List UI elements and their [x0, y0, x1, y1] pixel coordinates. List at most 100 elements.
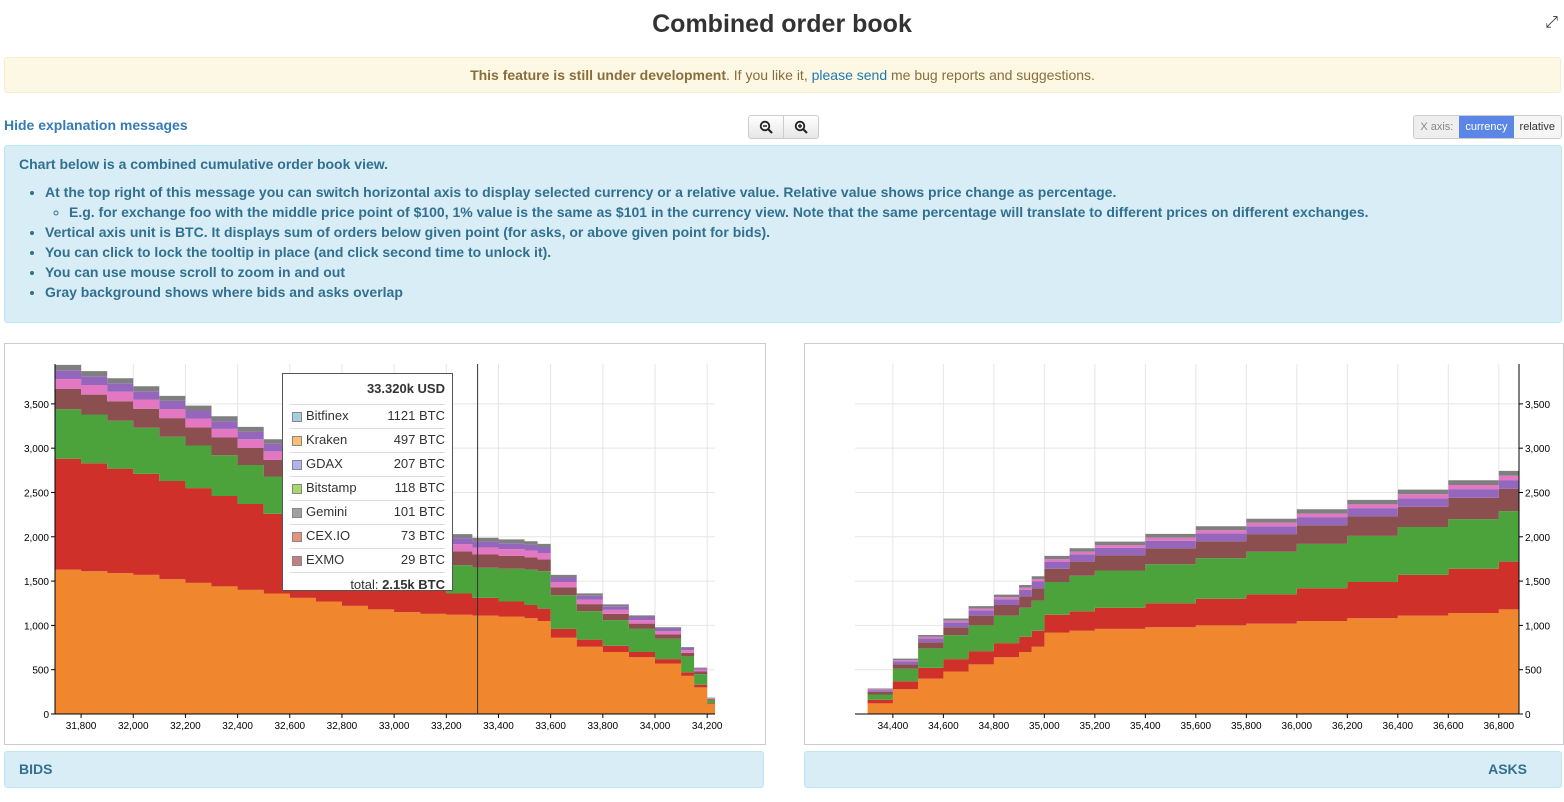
- x-tick-label: 36,000: [1282, 721, 1313, 732]
- asks-label-bar: ASKS: [804, 751, 1562, 788]
- explanation-item: Vertical axis unit is BTC. It displays s…: [45, 222, 1547, 242]
- tooltip-row: EXMO 29 BTC: [290, 549, 445, 573]
- x-tick-label: 32,800: [327, 721, 358, 732]
- send-feedback-link[interactable]: please send: [811, 67, 888, 83]
- tooltip-exchange-value: 29 BTC: [400, 552, 445, 567]
- tooltip-exchange-value: 1121 BTC: [387, 408, 445, 423]
- x-tick-label: 32,000: [118, 721, 149, 732]
- x-tick-label: 34,600: [928, 721, 959, 732]
- tooltip-header: 33.320k USD: [290, 374, 445, 405]
- x-tick-label: 36,200: [1332, 721, 1363, 732]
- tooltip-row: Kraken 497 BTC: [290, 429, 445, 453]
- explanation-subitem: E.g. for exchange foo with the middle pr…: [69, 202, 1547, 222]
- x-tick-label: 35,800: [1231, 721, 1262, 732]
- x-axis-label: X axis:: [1414, 116, 1460, 138]
- y-tick-label: 500: [32, 666, 49, 677]
- tooltip-exchange-value: 118 BTC: [394, 480, 445, 495]
- tooltip-row: GDAX 207 BTC: [290, 453, 445, 477]
- tooltip-swatch: [292, 532, 302, 542]
- bids-label: BIDS: [19, 761, 53, 777]
- x-tick-label: 31,800: [66, 721, 97, 732]
- tooltip-exchange-name: Bitstamp: [306, 480, 357, 495]
- development-alert: This feature is still under development.…: [4, 57, 1561, 93]
- tooltip-exchange-value: 207 BTC: [393, 456, 445, 471]
- explanation-item: Gray background shows where bids and ask…: [45, 282, 1547, 302]
- hide-explanation-link[interactable]: Hide explanation messages: [4, 117, 188, 133]
- tooltip-exchange-name: CEX.IO: [306, 528, 351, 543]
- x-tick-label: 33,400: [483, 721, 514, 732]
- series-area-bitfinex: [855, 607, 1519, 714]
- zoom-out-button[interactable]: [749, 116, 783, 138]
- tooltip-exchange-value: 101 BTC: [393, 504, 445, 519]
- series-area-bitfinex: [55, 569, 715, 714]
- x-tick-label: 32,400: [222, 721, 253, 732]
- y-tick-label: 2,000: [24, 533, 49, 544]
- asks-chart-panel[interactable]: 34,400 34,600 34,800 35,000 35,200 35,400 35,6…: [804, 343, 1564, 745]
- explanation-list: At the top right of this message you can…: [19, 182, 1547, 302]
- tooltip-swatch: [292, 556, 302, 566]
- explanation-item: You can use mouse scroll to zoom in and …: [45, 262, 1547, 282]
- y-tick-label: 1,500: [24, 577, 49, 588]
- tooltip-exchange-name: Kraken: [306, 432, 348, 447]
- y-tick-label: 3,500: [1525, 400, 1550, 411]
- zoom-controls: [748, 115, 819, 139]
- tooltip-total: total: 2.15k BTC: [350, 577, 445, 592]
- tooltip-exchange-value: 497 BTC: [393, 432, 445, 447]
- x-axis-relative-button[interactable]: relative: [1513, 116, 1561, 138]
- tooltip-row: Gemini 101 BTC: [290, 501, 445, 525]
- series-area-bitstamp: [855, 506, 1519, 714]
- y-tick-label: 2,500: [1525, 488, 1550, 499]
- x-tick-label: 33,800: [588, 721, 619, 732]
- y-tick-label: 2,000: [1525, 533, 1550, 544]
- x-tick-label: 33,200: [431, 721, 462, 732]
- bids-label-bar: BIDS: [4, 751, 764, 788]
- x-tick-label: 32,600: [274, 721, 305, 732]
- x-axis-currency-button[interactable]: currency: [1459, 116, 1514, 138]
- y-tick-label: 1,000: [24, 621, 49, 632]
- y-tick-label: 1,500: [1525, 577, 1550, 588]
- y-tick-label: 2,500: [24, 488, 49, 499]
- y-tick-label: 1,000: [1525, 621, 1550, 632]
- tooltip-exchange-name: GDAX: [306, 456, 343, 471]
- x-tick-label: 36,400: [1383, 721, 1414, 732]
- asks-label: ASKS: [1488, 761, 1527, 777]
- y-tick-label: 500: [1525, 666, 1542, 677]
- chart-tooltip: 33.320k USD Bitfinex 1121 BTC Kraken 497 BT…: [282, 373, 453, 592]
- y-tick-label: 3,500: [24, 400, 49, 411]
- tooltip-exchange-name: Bitfinex: [306, 408, 349, 423]
- x-tick-label: 34,400: [878, 721, 909, 732]
- tooltip-swatch: [292, 412, 302, 422]
- explanation-box: Chart below is a combined cumulative ord…: [4, 145, 1562, 323]
- x-tick-label: 35,000: [1029, 721, 1060, 732]
- x-tick-label: 35,400: [1130, 721, 1161, 732]
- y-tick-label: 0: [1525, 710, 1531, 721]
- x-tick-label: 36,600: [1433, 721, 1464, 732]
- tooltip-row: Bitfinex 1121 BTC: [290, 405, 445, 429]
- tooltip-row: Bitstamp 118 BTC: [290, 477, 445, 501]
- zoom-out-icon: [759, 120, 773, 134]
- explanation-item: You can click to lock the tooltip in pla…: [45, 242, 1547, 262]
- tooltip-exchange-name: Gemini: [306, 504, 348, 519]
- x-tick-label: 34,200: [692, 721, 723, 732]
- x-tick-label: 36,800: [1484, 721, 1515, 732]
- explanation-item: At the top right of this message you can…: [45, 182, 1547, 222]
- y-tick-label: 3,000: [1525, 444, 1550, 455]
- tooltip-exchange-name: EXMO: [306, 552, 345, 567]
- x-tick-label: 33,600: [535, 721, 566, 732]
- alert-end-text: me bug reports and suggestions.: [887, 67, 1095, 83]
- x-tick-label: 32,200: [170, 721, 201, 732]
- page-title: Combined order book: [652, 10, 912, 38]
- expand-icon[interactable]: ⤢: [1545, 14, 1558, 31]
- tooltip-swatch: [292, 460, 302, 470]
- y-tick-label: 3,000: [24, 444, 49, 455]
- explanation-title: Chart below is a combined cumulative ord…: [19, 156, 389, 172]
- x-tick-label: 34,000: [640, 721, 671, 732]
- alert-mid-text: . If you like it,: [726, 67, 812, 83]
- asks-chart[interactable]: 34,400 34,600 34,800 35,000 35,200 35,400 35,6…: [805, 344, 1563, 744]
- x-axis-toggle: X axis: currency relative: [1413, 115, 1562, 139]
- x-tick-label: 34,800: [979, 721, 1010, 732]
- zoom-in-button[interactable]: [783, 116, 818, 138]
- series-area-exmo: [855, 483, 1519, 714]
- tooltip-swatch: [292, 436, 302, 446]
- x-tick-label: 35,200: [1080, 721, 1111, 732]
